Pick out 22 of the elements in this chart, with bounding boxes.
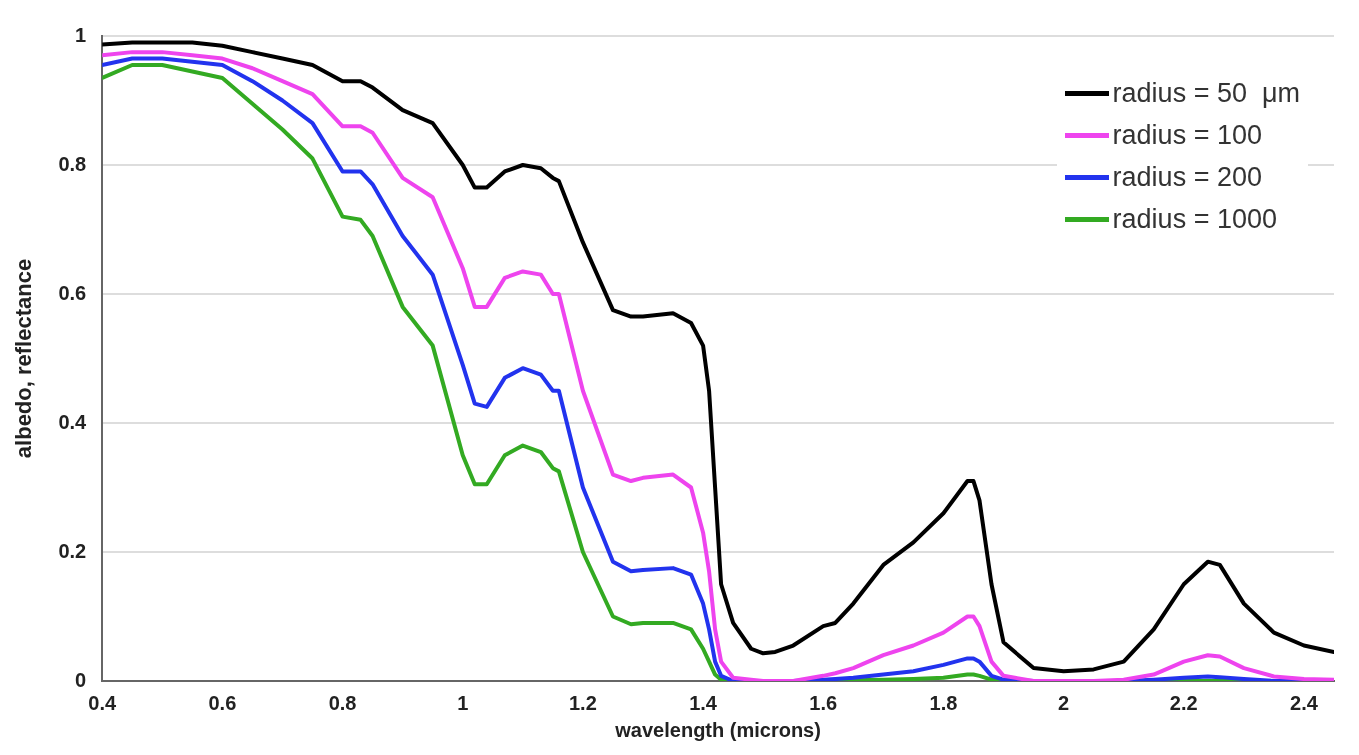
x-tick-label: 1.4 [689, 691, 718, 714]
x-tick-label: 0.8 [328, 691, 357, 714]
x-tick-label: 0.6 [208, 691, 237, 714]
legend-label: radius = 1000 [1112, 203, 1277, 235]
x-tick-label: 2.4 [1290, 691, 1319, 714]
y-tick-label: 1 [75, 23, 87, 46]
x-tick-label: 2.2 [1169, 691, 1198, 714]
y-tick-label: 0 [75, 668, 87, 691]
legend-label: radius = 100 [1112, 119, 1262, 151]
x-tick-label: 2 [1058, 691, 1070, 714]
x-tick-label: 1 [457, 691, 469, 714]
x-tick-label: 1.2 [569, 691, 597, 714]
x-axis-title: wavelength (microns) [614, 718, 821, 741]
legend-label: radius = 200 [1112, 161, 1262, 193]
y-tick-label: 0.8 [58, 152, 87, 175]
x-tick-label: 1.8 [929, 691, 958, 714]
x-tick-label: 1.6 [809, 691, 838, 714]
legend-label: radius = 50 μm [1112, 77, 1300, 109]
y-tick-label: 0.6 [58, 281, 87, 304]
y-tick-label: 0.2 [58, 539, 87, 562]
y-tick-label: 0.4 [58, 410, 88, 433]
y-axis-title: albedo, reflectance [11, 258, 37, 459]
